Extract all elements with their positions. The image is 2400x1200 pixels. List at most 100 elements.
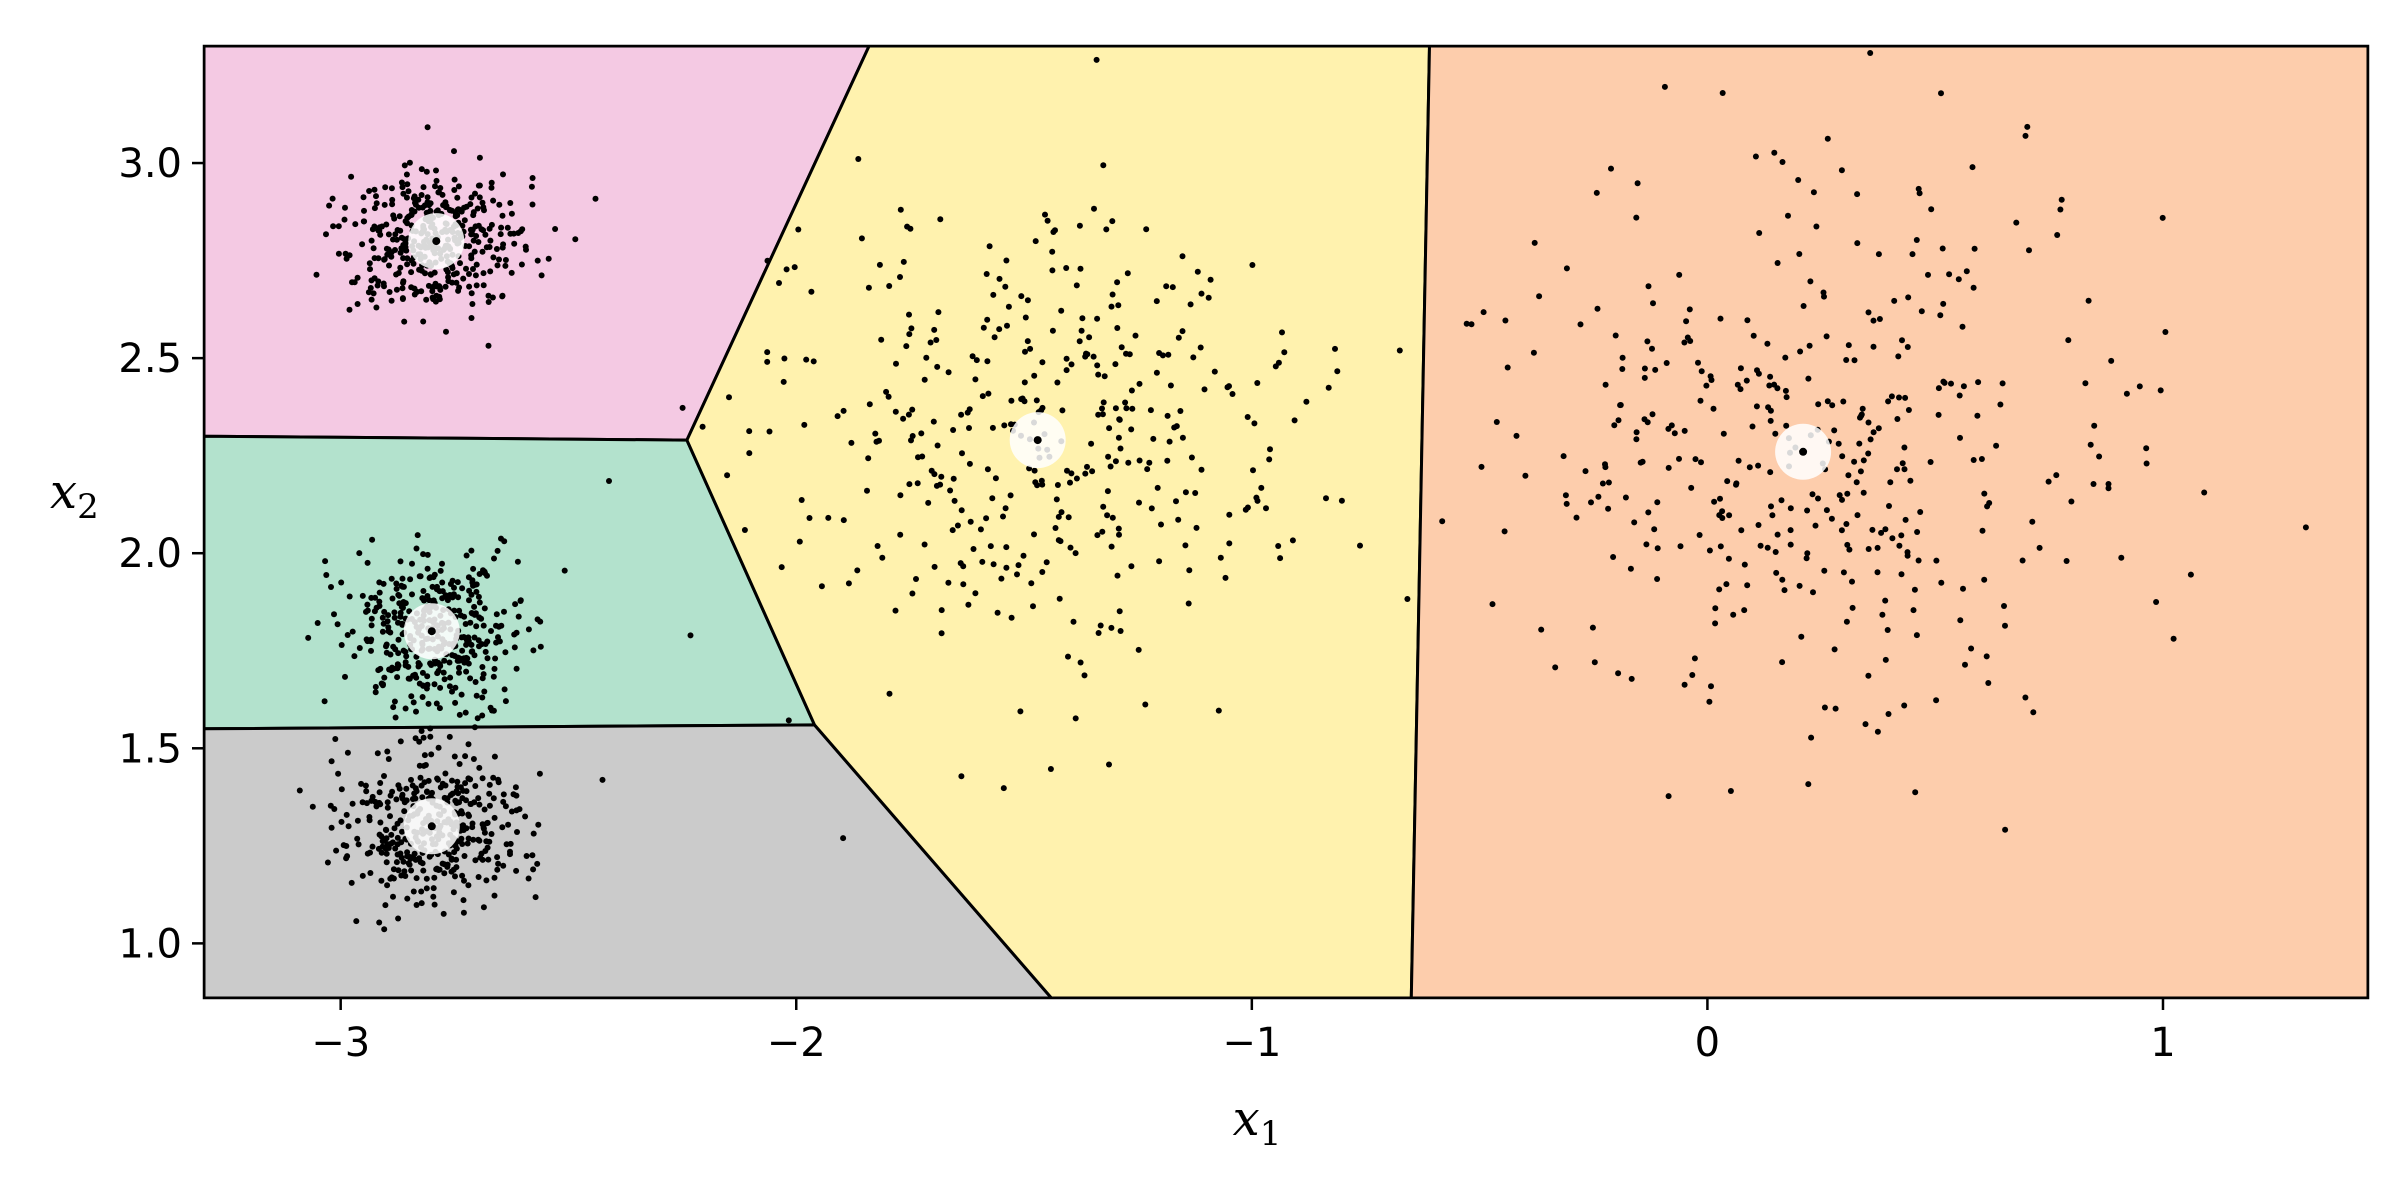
data-point [472,190,478,197]
data-point [1193,524,1200,531]
data-point [397,249,404,256]
data-point [2187,571,2194,578]
data-point [1100,503,1107,510]
data-point [1901,444,1908,451]
data-point [495,634,501,641]
data-point [328,584,334,590]
data-point [441,657,448,664]
data-point [384,748,391,755]
data-point [473,261,480,268]
data-point [364,559,371,566]
data-point [1962,661,1968,668]
data-point [1463,320,1470,327]
data-point [364,601,371,608]
data-point [876,261,883,268]
data-point [1289,537,1296,544]
data-point [409,560,415,567]
data-point [475,874,482,880]
data-point [1042,211,1048,218]
data-point [384,251,391,258]
data-point [427,725,434,732]
data-point [806,515,813,521]
data-point [400,858,407,865]
data-point [491,753,498,760]
data-point [489,707,495,714]
data-point [476,614,483,621]
data-point [338,818,345,825]
data-point [1192,490,1199,496]
data-point [2136,383,2143,390]
data-point [1065,514,1072,521]
data-point [972,590,979,597]
data-point [498,535,504,542]
data-point [1870,429,1877,436]
data-point [461,217,468,224]
data-point [886,283,893,289]
data-point [382,902,389,909]
data-point [966,425,972,431]
data-point [950,475,957,482]
data-point [994,609,1001,616]
data-point [1552,664,1559,671]
data-point [388,297,395,304]
data-point [414,532,421,539]
data-point [515,230,522,236]
data-point [1560,453,1567,460]
data-point [1112,458,1119,465]
data-point [381,674,388,681]
data-point [1198,466,1205,473]
data-point [1839,453,1846,460]
data-point [463,668,470,675]
data-point [397,738,404,745]
data-point [1895,353,1902,360]
data-point [1201,386,1208,393]
data-point [798,497,805,503]
data-point [1915,557,1922,564]
data-point [481,829,488,836]
data-point [1730,611,1737,618]
data-point [1849,604,1856,611]
data-point [420,318,427,325]
data-point [1755,462,1762,469]
data-point [906,311,912,318]
data-point [418,728,425,734]
data-point [515,613,522,620]
data-point [434,670,441,677]
data-point [462,753,469,760]
data-point [437,286,444,293]
data-point [1104,488,1111,495]
data-point [1796,582,1803,589]
data-point [454,194,461,201]
data-point [1810,189,1817,196]
y-axis-ticks: 1.0 1.5 2.0 2.5 3.0 [118,141,204,967]
data-point [1044,217,1051,224]
data-point [1711,498,1718,505]
data-point [1182,489,1189,496]
data-point [368,277,375,284]
data-point [484,638,491,645]
data-point [518,261,525,268]
data-point [433,700,440,707]
data-point [1768,503,1774,510]
data-point [1898,532,1905,539]
data-point [349,800,356,807]
data-point [1744,582,1751,589]
data-point [416,762,423,769]
data-point [372,683,379,690]
data-point [485,299,492,305]
data-point [463,552,470,559]
data-point [460,275,467,282]
data-point [495,860,502,867]
data-point [1017,708,1024,715]
data-point [1489,601,1496,608]
data-point [1651,526,1658,533]
data-point [1468,321,1475,328]
data-point [1003,564,1010,571]
data-point [1904,344,1911,350]
data-point [1993,442,2000,449]
data-point [400,279,406,286]
data-point [1018,293,1025,300]
data-point [389,201,396,208]
data-point [500,798,507,805]
data-point [428,751,435,758]
